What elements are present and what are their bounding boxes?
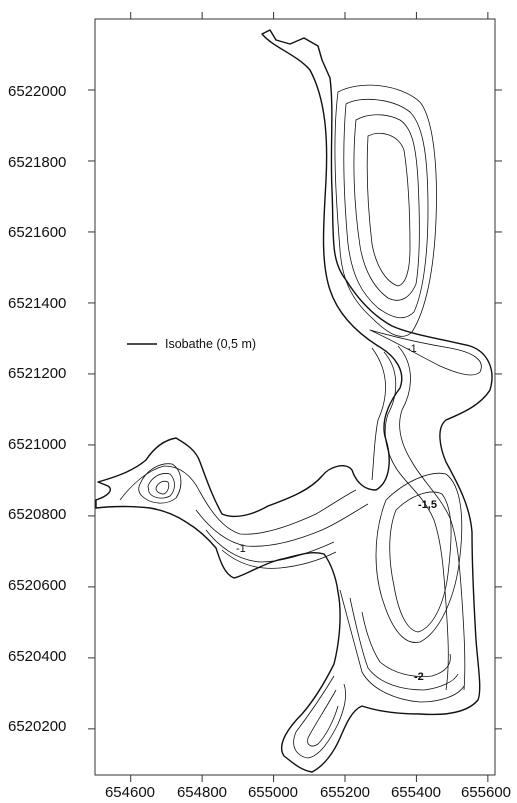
depth-contours [119,84,482,759]
x-tick-label: 655400 [391,784,441,801]
x-tick-label: 654600 [105,784,155,801]
contour-north-2 [343,99,429,319]
y-tick-label: 6521400 [8,295,66,312]
x-tick-label: 655000 [248,784,298,801]
contour-north-1 [334,84,437,337]
contour-label-minus-2: -2 [414,671,424,683]
x-tick-label: 654800 [177,784,227,801]
y-tick-label: 6521200 [8,365,66,382]
contour-label-minus-1-north: -1 [407,343,417,355]
contour-south-2 [349,597,459,691]
contour-central-3 [383,351,449,691]
y-axis-labels: 6522000 6521800 6521600 6521400 6521200 … [8,83,66,735]
y-tick-label: 6521000 [8,436,66,453]
contour-arm-4 [221,549,337,569]
contour-south-1 [339,589,465,703]
legend-label: Isobathe (0,5 m) [165,337,256,351]
contour-west-basin-3 [155,480,170,495]
lake-shoreline [95,29,493,773]
contour-west-basin-2 [147,473,175,499]
contour-central-5 [375,472,463,643]
y-tick-label: 6521800 [8,154,66,171]
contour-central-4 [371,347,386,481]
plot-frame [94,18,496,776]
axis-tick-marks [88,12,502,782]
contour-central-6 [389,491,452,633]
y-tick-label: 6520200 [8,718,66,735]
contour-arm-1 [119,465,357,535]
x-axis-labels: 654600 654800 655000 655200 655400 65560… [105,784,511,801]
contour-north-3 [353,114,420,301]
contour-label-minus-1-west: -1 [236,543,246,555]
contour-sw-2 [307,689,339,747]
contour-arm-3 [205,529,335,563]
y-tick-label: 6520600 [8,577,66,594]
x-tick-label: 655600 [461,784,511,801]
contour-central-1 [369,329,482,376]
contour-central-2 [397,345,466,691]
contour-north-4 [366,133,411,287]
y-tick-label: 6521600 [8,224,66,241]
x-tick-label: 655200 [320,784,370,801]
y-tick-label: 6522000 [8,83,66,100]
contour-west-basin-1 [138,463,182,504]
contour-sw-1 [293,675,346,759]
y-tick-label: 6520800 [8,506,66,523]
y-tick-label: 6520400 [8,648,66,665]
contour-arm-2 [195,503,369,547]
contour-south-3 [361,611,451,677]
contour-label-minus-1-5: -1,5 [418,499,437,511]
legend: Isobathe (0,5 m) [127,337,256,351]
